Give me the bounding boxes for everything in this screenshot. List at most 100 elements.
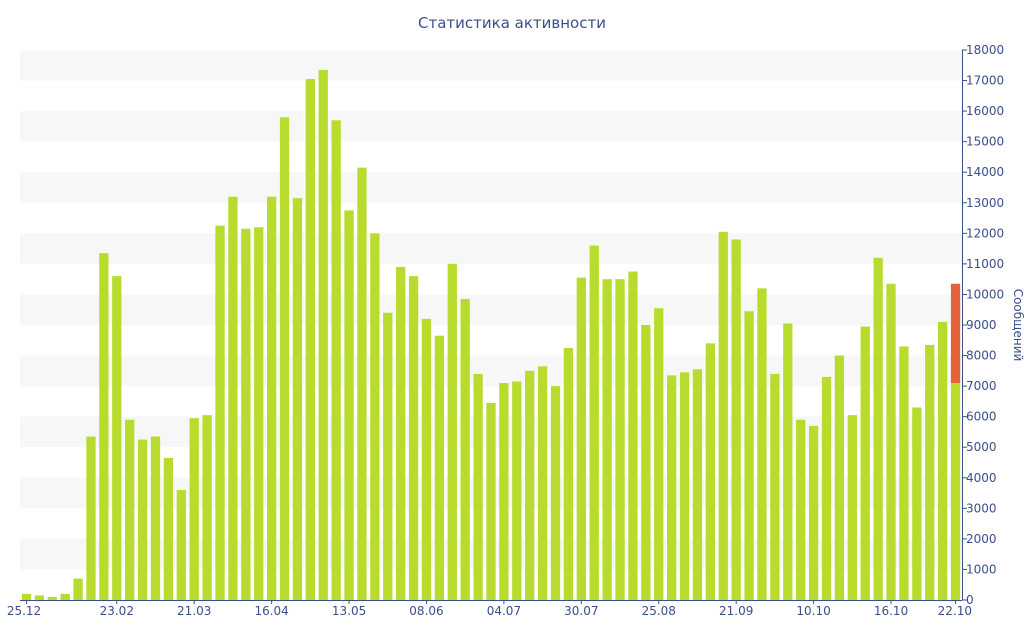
y-tick-label: 7000 <box>966 379 997 393</box>
bar[interactable] <box>21 593 32 600</box>
bar[interactable] <box>899 346 909 600</box>
bar[interactable] <box>447 263 457 600</box>
grid-band <box>20 294 962 325</box>
bar[interactable] <box>525 370 535 600</box>
bar[interactable] <box>589 245 599 601</box>
bar[interactable] <box>486 402 496 600</box>
bar[interactable] <box>602 279 612 600</box>
bar[interactable] <box>537 366 548 600</box>
bar[interactable] <box>744 311 754 600</box>
bar[interactable] <box>305 79 315 601</box>
bar[interactable] <box>705 343 716 600</box>
bar[interactable] <box>473 373 483 600</box>
x-tick-label: 16.04 <box>254 604 288 618</box>
bar[interactable] <box>563 347 574 600</box>
x-tick-label: 21.09 <box>719 604 753 618</box>
bar[interactable] <box>241 228 251 600</box>
bar-series <box>21 69 961 601</box>
x-tick-label: 21.03 <box>177 604 211 618</box>
bar[interactable] <box>770 373 780 600</box>
bar[interactable] <box>550 386 561 600</box>
bar-highlight[interactable] <box>950 283 961 384</box>
y-tick-label: 2000 <box>966 532 997 546</box>
bar[interactable] <box>60 593 70 600</box>
x-tick-label: 25.12 <box>7 604 41 618</box>
bar[interactable] <box>34 595 45 600</box>
bar[interactable] <box>757 288 767 600</box>
bar[interactable] <box>808 425 819 600</box>
bar[interactable] <box>692 369 703 600</box>
bar[interactable] <box>112 276 122 600</box>
bar[interactable] <box>718 231 728 601</box>
bar[interactable] <box>357 167 367 600</box>
y-tick-label: 15000 <box>966 135 1004 149</box>
bar[interactable] <box>950 383 961 600</box>
y-tick-label: 18000 <box>966 43 1004 57</box>
bar[interactable] <box>783 323 793 600</box>
y-tick-label: 1000 <box>966 562 997 576</box>
bar[interactable] <box>512 381 522 600</box>
bar[interactable] <box>499 383 509 600</box>
bar[interactable] <box>331 120 341 601</box>
bar[interactable] <box>912 407 922 601</box>
x-tick-label: 23.02 <box>100 604 134 618</box>
bar[interactable] <box>641 325 651 600</box>
bar[interactable] <box>344 210 354 600</box>
bar[interactable] <box>847 415 857 600</box>
grid-band <box>20 111 962 142</box>
bar[interactable] <box>279 117 290 600</box>
bar[interactable] <box>667 375 677 600</box>
y-tick-label: 4000 <box>966 471 997 485</box>
x-tick-label: 22.10 <box>938 604 972 618</box>
bar[interactable] <box>615 279 625 600</box>
bar[interactable] <box>421 318 432 600</box>
bar[interactable] <box>408 276 419 600</box>
bar[interactable] <box>254 227 264 600</box>
chart-title: Статистика активности <box>418 14 606 32</box>
y-tick-label: 9000 <box>966 318 997 332</box>
bar[interactable] <box>99 253 109 600</box>
bar[interactable] <box>460 299 470 600</box>
bar[interactable] <box>654 308 664 600</box>
bar[interactable] <box>860 326 870 600</box>
bar[interactable] <box>47 596 57 600</box>
bar[interactable] <box>576 277 586 600</box>
bar[interactable] <box>163 457 174 600</box>
bar[interactable] <box>215 225 225 600</box>
x-tick-label: 10.10 <box>796 604 830 618</box>
bar[interactable] <box>266 196 277 600</box>
bar[interactable] <box>228 196 238 600</box>
bar[interactable] <box>137 439 148 600</box>
bar[interactable] <box>176 490 186 600</box>
bar[interactable] <box>125 419 135 600</box>
bar[interactable] <box>873 257 883 600</box>
bar[interactable] <box>383 312 393 600</box>
bar[interactable] <box>73 578 83 600</box>
bar[interactable] <box>937 321 948 600</box>
y-tick-label: 6000 <box>966 410 997 424</box>
bar[interactable] <box>628 271 638 600</box>
bar[interactable] <box>834 355 845 600</box>
grid-band <box>20 355 962 387</box>
y-tick-label: 0 <box>966 593 974 607</box>
bar[interactable] <box>925 344 935 600</box>
bar[interactable] <box>150 436 161 600</box>
bar[interactable] <box>189 418 199 600</box>
y-tick-label: 11000 <box>966 257 1004 271</box>
bar[interactable] <box>370 233 380 601</box>
bar[interactable] <box>886 283 896 600</box>
bar[interactable] <box>396 266 406 600</box>
bar[interactable] <box>86 436 96 600</box>
bar[interactable] <box>796 419 806 600</box>
bar[interactable] <box>434 335 445 600</box>
bar[interactable] <box>202 415 212 600</box>
y-tick-label: 10000 <box>966 287 1004 301</box>
bar[interactable] <box>731 239 741 600</box>
bar[interactable] <box>318 69 328 601</box>
bar[interactable] <box>292 198 303 600</box>
bar[interactable] <box>679 372 690 600</box>
x-tick-label: 25.08 <box>642 604 676 618</box>
bar[interactable] <box>821 376 832 600</box>
